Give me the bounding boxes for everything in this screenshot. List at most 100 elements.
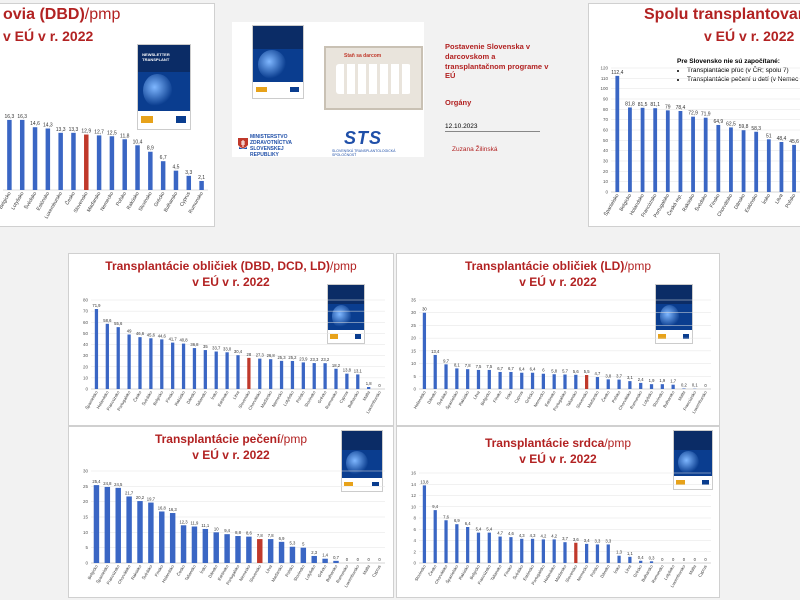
data-label: 58,6 bbox=[103, 318, 112, 323]
bar bbox=[498, 371, 502, 389]
y-tick-label: 10 bbox=[83, 530, 89, 535]
data-label: 12,9 bbox=[81, 129, 91, 135]
y-tick-label: 40 bbox=[83, 342, 89, 347]
data-label: 0,1 bbox=[692, 383, 698, 388]
report-cover-small bbox=[252, 25, 304, 99]
bar bbox=[247, 357, 251, 389]
data-label: 5,4 bbox=[486, 527, 492, 532]
bar bbox=[19, 119, 25, 190]
data-label: 16,8 bbox=[158, 505, 167, 510]
category-label: Malta bbox=[362, 389, 372, 401]
c6-subtitle: v EÚ v r. 2022 bbox=[519, 452, 597, 466]
society-name: SLOVENSKÁ TRANSPLANTOLOGICKÁ SPOLOČNOSŤ bbox=[332, 149, 396, 157]
data-label: 1,1 bbox=[627, 551, 633, 556]
data-label: 0,4 bbox=[638, 555, 644, 560]
category-label: Poľsko bbox=[589, 563, 600, 577]
slide-right-subtitle: v EÚ v r. 2022 bbox=[704, 28, 795, 44]
data-label: 14,3 bbox=[43, 123, 53, 129]
data-label: 45,6 bbox=[789, 139, 799, 145]
data-label: 13,3 bbox=[56, 127, 66, 133]
bar bbox=[290, 360, 295, 389]
bar bbox=[628, 381, 632, 389]
slide-kidney-all: Transplantácie obličiek (DBD, DCD, LD)/p… bbox=[68, 253, 394, 426]
data-label: 11,1 bbox=[201, 523, 210, 528]
bar bbox=[422, 312, 427, 389]
category-label: Poľsko bbox=[284, 563, 295, 577]
data-label: 1,3 bbox=[616, 550, 622, 555]
bar bbox=[236, 355, 240, 389]
bar bbox=[58, 132, 63, 190]
data-label: 5,6 bbox=[573, 369, 579, 374]
note-item: Transplantácie pľúc (v ČR; spolu 7) bbox=[687, 67, 800, 76]
people-silhouettes bbox=[336, 64, 411, 94]
y-tick-label: 8 bbox=[413, 516, 416, 521]
data-label: 5,4 bbox=[476, 527, 482, 532]
bar bbox=[116, 327, 120, 389]
data-label: 2,3 bbox=[311, 550, 317, 555]
c6-title-main: Transplantácie srdca bbox=[484, 436, 605, 450]
data-label: 3,3 bbox=[605, 538, 611, 543]
data-label: 3,7 bbox=[616, 374, 622, 379]
c6-title: Transplantácie srdca/pmp bbox=[397, 436, 719, 451]
slide-left-subtitle: v EÚ v r. 2022 bbox=[3, 28, 94, 44]
y-tick-label: 2 bbox=[413, 549, 416, 554]
bar bbox=[94, 309, 99, 389]
data-label: 13,1 bbox=[354, 368, 363, 373]
bar bbox=[191, 526, 198, 563]
data-label: 0 bbox=[378, 557, 381, 562]
slide-right-note: Pre Slovensko nie sú započítané: Transpl… bbox=[677, 58, 800, 84]
bar bbox=[356, 374, 360, 389]
data-label: 25,4 bbox=[92, 479, 101, 484]
data-label: 55,6 bbox=[114, 321, 123, 326]
bar bbox=[476, 532, 481, 563]
y-tick-label: 70 bbox=[603, 117, 609, 122]
data-label: 1,7 bbox=[670, 379, 676, 384]
data-label: 8,8 bbox=[235, 530, 241, 535]
data-label: 13,4 bbox=[431, 349, 440, 354]
presentation-section: Orgány bbox=[445, 98, 472, 107]
category-label: Fínsko bbox=[164, 389, 175, 403]
y-tick-label: 10 bbox=[603, 179, 609, 184]
bar bbox=[585, 543, 589, 563]
slide-right-title: Spolu transplantovaných bbox=[644, 6, 800, 24]
y-tick-label: 25 bbox=[411, 323, 417, 328]
bar bbox=[137, 501, 143, 563]
data-label: 20,2 bbox=[136, 495, 145, 500]
bar bbox=[433, 354, 437, 389]
category-label: Česko bbox=[176, 563, 187, 576]
data-label: 64,9 bbox=[713, 119, 723, 125]
data-label: 0 bbox=[346, 557, 349, 562]
data-label: 0 bbox=[683, 557, 686, 562]
y-tick-label: 80 bbox=[83, 298, 89, 303]
data-label: 71,9 bbox=[92, 303, 101, 308]
data-label: 6,9 bbox=[279, 536, 285, 541]
category-label: Belgicko bbox=[479, 389, 492, 406]
category-label: Írsko bbox=[613, 563, 622, 574]
bar bbox=[552, 374, 556, 389]
category-label: Grécko bbox=[632, 563, 643, 578]
y-tick-label: 120 bbox=[600, 66, 608, 71]
category-label: Švédsko bbox=[141, 563, 154, 580]
data-label: 1,8 bbox=[366, 381, 372, 386]
data-label: 28 bbox=[247, 352, 252, 357]
y-tick-label: 70 bbox=[83, 309, 89, 314]
data-label: 6,9 bbox=[454, 518, 460, 523]
c4-title-main: Transplantácie obličiek (LD) bbox=[464, 259, 625, 273]
data-label: 3,7 bbox=[562, 536, 568, 541]
data-label: 16,3 bbox=[5, 114, 15, 120]
bar bbox=[792, 144, 796, 192]
bar bbox=[520, 538, 524, 563]
y-tick-label: 110 bbox=[601, 76, 609, 81]
data-label: 24,5 bbox=[114, 482, 123, 487]
data-label: 35 bbox=[203, 344, 208, 349]
category-label: Fínsko bbox=[492, 389, 503, 403]
bar bbox=[159, 511, 165, 563]
bar bbox=[258, 358, 262, 389]
presentation-author: Zuzana Žilinská bbox=[452, 146, 498, 153]
category-label: Švédsko bbox=[693, 192, 709, 212]
data-label: 3,4 bbox=[584, 538, 590, 543]
category-label: Poľsko bbox=[611, 389, 622, 403]
data-label: 6,4 bbox=[519, 367, 525, 372]
y-tick-label: 10 bbox=[411, 361, 417, 366]
c5-subtitle: v EÚ v r. 2022 bbox=[192, 448, 270, 462]
